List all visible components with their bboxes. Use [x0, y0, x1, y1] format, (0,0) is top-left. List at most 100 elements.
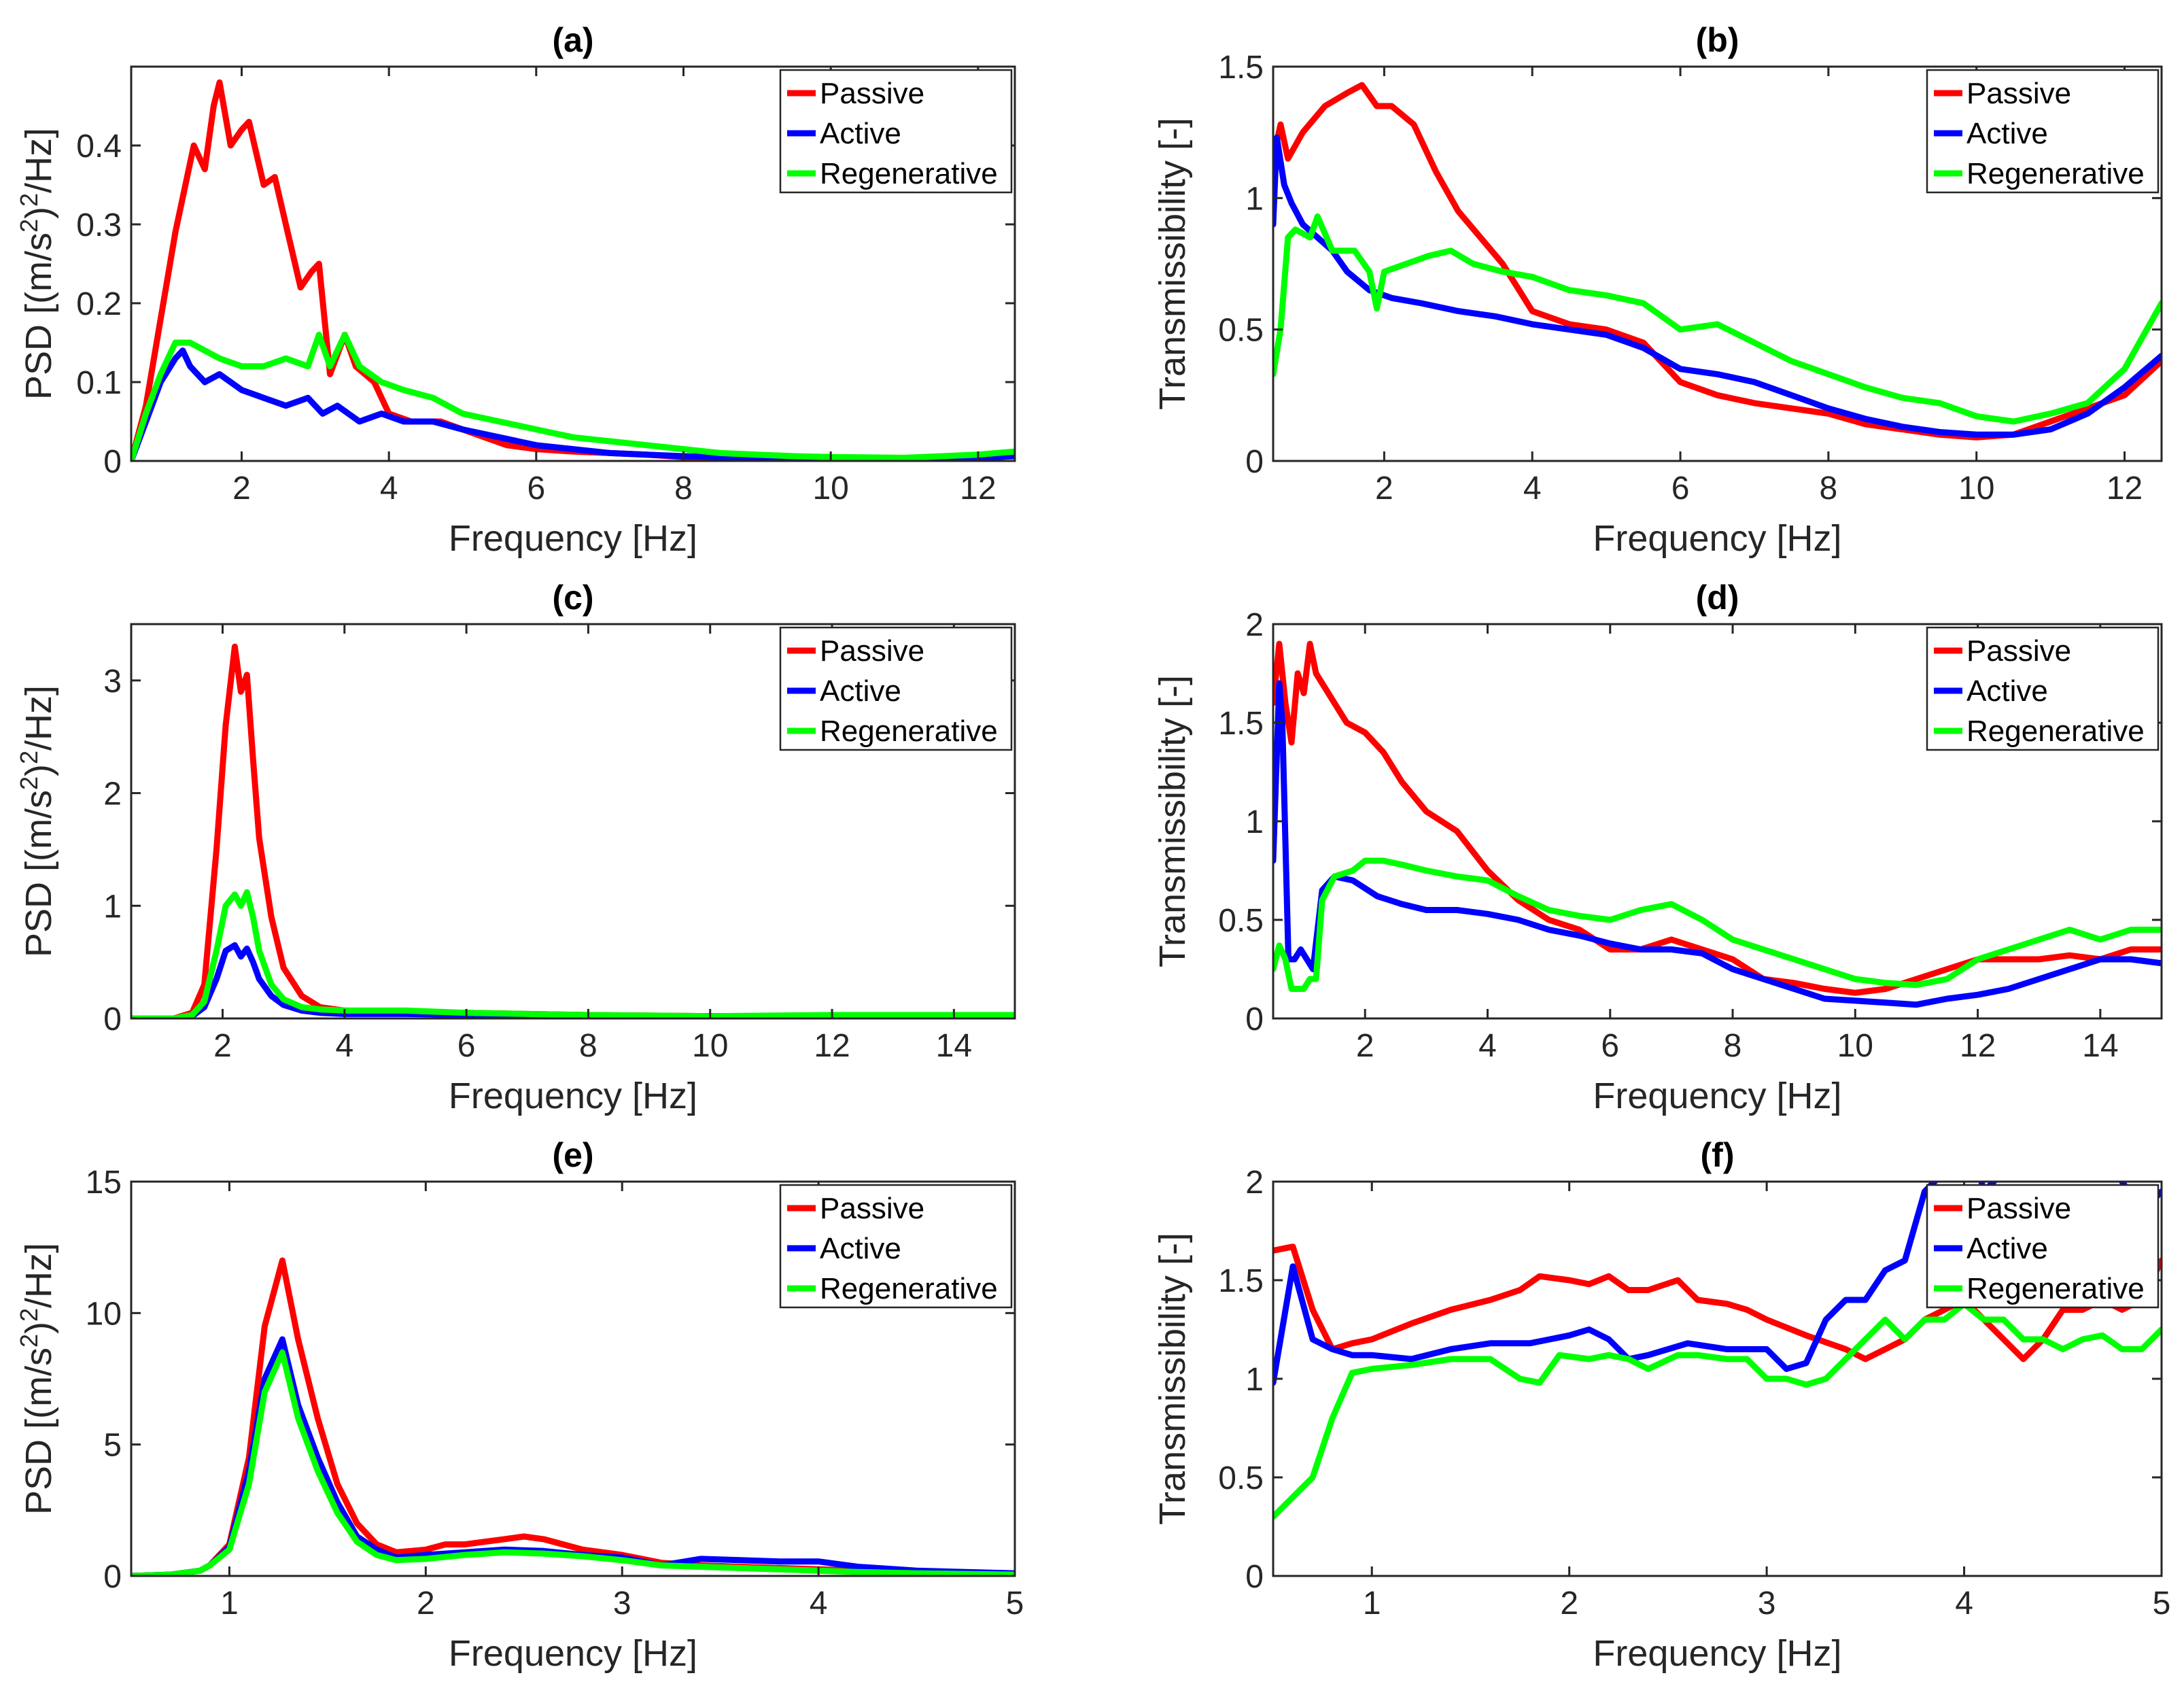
- x-tick-label: 3: [1758, 1585, 1776, 1621]
- legend-box: [1926, 69, 2160, 194]
- chart-panel-1: 2 4 6 8 10 12 0 0.5 1 1.5 (b) Frequency [Hz] Transmi…: [1152, 21, 2163, 559]
- x-tick-label: 1: [1363, 1585, 1381, 1621]
- y-axis-label-part: PSD [(m/s: [18, 1348, 59, 1515]
- x-tick-label: 1: [220, 1585, 239, 1621]
- series-line-regenerative: [131, 889, 1015, 1018]
- legend-label: Regenerative: [1966, 1272, 2145, 1305]
- y-axis-label-part: PSD [(m/s: [18, 233, 59, 400]
- series-line-active: [1273, 680, 2162, 1008]
- y-tick-label: 0: [103, 444, 122, 480]
- series-group: [1273, 1182, 2162, 1520]
- legend: Passive Active Regenerative: [1926, 1184, 2160, 1309]
- series-line-active: [1273, 1182, 2162, 1386]
- x-tick-label: 10: [1837, 1028, 1873, 1064]
- legend-box: [779, 1184, 1013, 1309]
- chart-title: (a): [552, 21, 593, 59]
- x-axis-label: Frequency [Hz]: [1593, 1633, 1841, 1674]
- x-tick-label: 3: [613, 1585, 631, 1621]
- legend-label: Regenerative: [820, 1272, 998, 1305]
- legend-label: Regenerative: [1966, 715, 2145, 748]
- x-axis-label: Frequency [Hz]: [1593, 1076, 1841, 1116]
- series-group: [1273, 640, 2162, 1008]
- x-tick-label: 8: [1724, 1028, 1742, 1064]
- y-axis-label: Transmissibility [-]: [1152, 675, 1193, 967]
- x-tick-label: 2: [1560, 1585, 1578, 1621]
- legend-box: [1926, 626, 2160, 751]
- y-tick-label: 1: [1245, 1362, 1264, 1398]
- y-tick-label: 1.5: [1218, 706, 1264, 742]
- legend-box: [779, 626, 1013, 751]
- legend-label: Active: [820, 1232, 901, 1265]
- y-tick-label: 0.2: [76, 286, 122, 322]
- y-tick-label: 0: [103, 1559, 122, 1595]
- x-axis-label: Frequency [Hz]: [449, 518, 697, 559]
- series-line-active: [131, 347, 1015, 461]
- y-tick-label: 1: [103, 889, 122, 925]
- chart-title: (c): [552, 579, 593, 617]
- axes-box: [1272, 65, 2163, 462]
- y-axis-label: PSD [(m/s2)2/Hz]: [15, 685, 59, 957]
- legend-label: Passive: [1966, 634, 2071, 668]
- y-axis-label-superscript: 2: [15, 219, 43, 233]
- y-axis-label-part: /Hz]: [18, 685, 59, 751]
- series-group: [131, 79, 1015, 461]
- x-tick-label: 4: [380, 470, 398, 507]
- y-axis-label-superscript: 2: [15, 776, 43, 790]
- y-axis-label-part: ): [18, 207, 59, 219]
- legend: Passive Active Regenerative: [1926, 69, 2160, 194]
- x-tick-label: 5: [2153, 1585, 2171, 1621]
- chart-title: (b): [1696, 21, 1739, 59]
- x-tick-label: 6: [1671, 470, 1690, 507]
- x-tick-label: 4: [335, 1028, 353, 1064]
- series-group: [1273, 82, 2162, 441]
- chart-title: (d): [1696, 579, 1739, 617]
- legend-label: Passive: [1966, 1192, 2071, 1225]
- x-tick-label: 4: [1523, 470, 1542, 507]
- y-tick-label: 0.1: [76, 365, 122, 401]
- legend-label: Active: [1966, 674, 2048, 708]
- legend-label: Active: [1966, 1232, 2048, 1265]
- series-line-regenerative: [131, 331, 1015, 461]
- y-axis-label-part: ): [18, 764, 59, 776]
- y-axis-label-superscript: 2: [15, 1308, 43, 1322]
- y-tick-label: 0.4: [76, 128, 122, 165]
- chart-panel-0: 2 4 6 8 10 12 0 0.1 0.2 0.3 0.4 (a) Frequency [Hz] PS…: [15, 21, 1016, 559]
- axes-box: [130, 623, 1016, 1020]
- y-tick-label: 1.5: [1218, 50, 1264, 86]
- y-axis-label-part: ): [18, 1322, 59, 1334]
- legend-label: Regenerative: [820, 157, 998, 190]
- axes-box: [130, 1180, 1016, 1577]
- x-tick-label: 10: [1958, 470, 1994, 507]
- x-tick-label: 2: [417, 1585, 435, 1621]
- y-tick-label: 2: [103, 776, 122, 812]
- series-line-passive: [1273, 1243, 2162, 1362]
- legend: Passive Active Regenerative: [779, 1184, 1013, 1309]
- y-tick-label: 0: [1245, 444, 1264, 480]
- y-tick-label: 10: [86, 1296, 122, 1332]
- y-tick-label: 0.5: [1218, 313, 1264, 349]
- legend-box: [779, 69, 1013, 194]
- y-tick-label: 0.5: [1218, 1460, 1264, 1496]
- series-line-active: [1273, 134, 2162, 438]
- x-tick-label: 10: [812, 470, 848, 507]
- series-line-regenerative: [1273, 857, 2162, 992]
- legend: Passive Active Regenerative: [779, 69, 1013, 194]
- x-tick-label: 6: [527, 470, 545, 507]
- chart-panel-3: 2 4 6 8 10 12 14 0 0.5 1 1.5 2 (d) Frequency [Hz] Tran…: [1152, 579, 2163, 1116]
- x-tick-label: 12: [2107, 470, 2143, 507]
- x-axis-label: Frequency [Hz]: [1593, 518, 1841, 559]
- x-tick-label: 2: [1375, 470, 1393, 507]
- y-tick-label: 1: [1245, 804, 1264, 840]
- chart-panel-5: 1 2 3 4 5 0 0.5 1 1.5 2 (f) Frequency [Hz] Transmiss…: [1152, 1136, 2171, 1674]
- y-axis-label: PSD [(m/s2)2/Hz]: [15, 128, 59, 400]
- series-group: [131, 643, 1015, 1018]
- x-tick-label: 4: [1955, 1585, 1973, 1621]
- series-line-regenerative: [1273, 213, 2162, 425]
- x-tick-label: 12: [814, 1028, 850, 1064]
- y-tick-label: 5: [103, 1428, 122, 1464]
- x-tick-label: 2: [1356, 1028, 1374, 1064]
- x-tick-label: 12: [960, 470, 996, 507]
- y-tick-label: 2: [1245, 607, 1264, 643]
- y-tick-label: 15: [86, 1165, 122, 1201]
